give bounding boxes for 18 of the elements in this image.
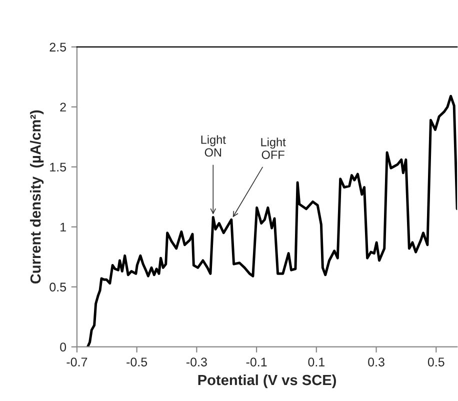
x-tick-label: 0.3: [368, 358, 384, 366]
x-tick-label: -0.3: [186, 358, 207, 366]
line-series: [86, 94, 458, 347]
y-tick-label: 2.5: [50, 42, 66, 52]
x-tick-label: 0.1: [308, 358, 324, 366]
y-tick-label: 1.5: [50, 162, 66, 172]
y-tick-label: 1: [60, 222, 66, 232]
x-tick-label: -0.1: [246, 358, 267, 366]
x-axis-title: Potential (V vs SCE): [198, 374, 336, 388]
x-tick-label: -0.5: [126, 358, 148, 366]
x-tick-label: 0.5: [428, 358, 444, 366]
x-tick-label: -0.7: [66, 358, 88, 366]
y-tick-label: 2: [60, 102, 66, 112]
y-tick-label: 0: [60, 342, 66, 352]
annotation: Light ON: [201, 135, 226, 157]
y-axis-title: Current density (µA/cm²): [30, 110, 44, 284]
y-tick-label: 0.5: [50, 282, 66, 292]
annotation: Light OFF: [261, 138, 286, 160]
